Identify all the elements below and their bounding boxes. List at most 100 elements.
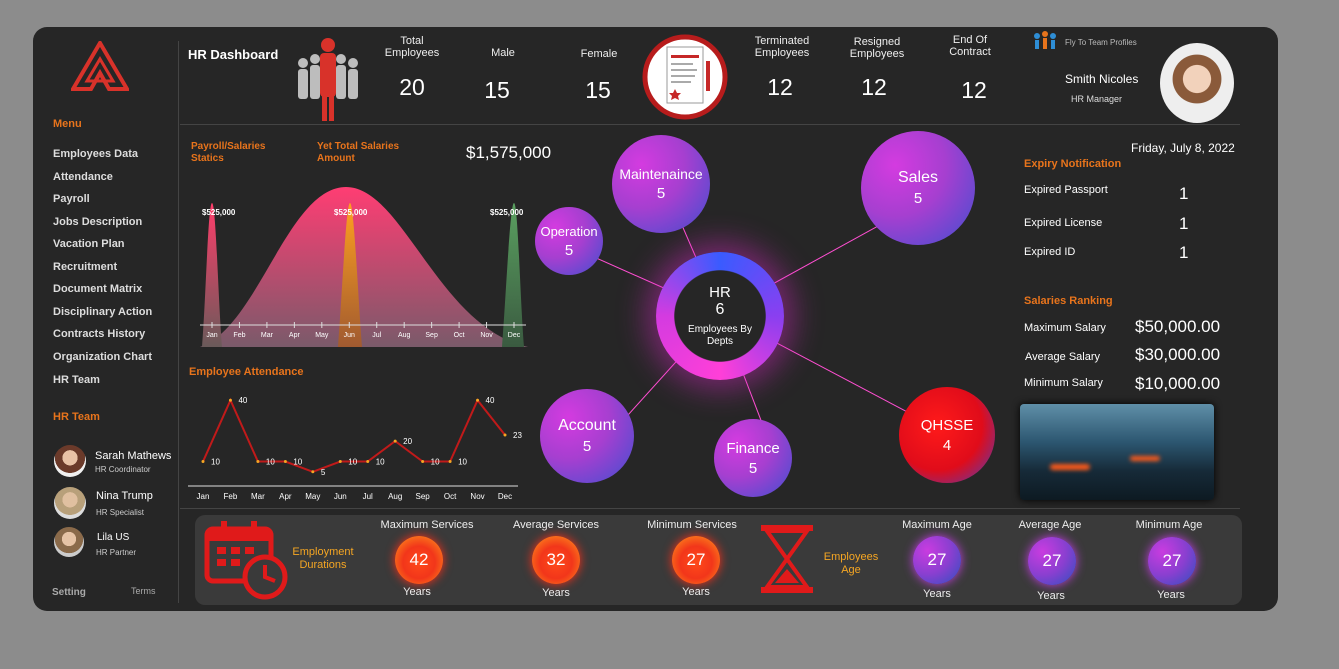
user-name: Smith Nicoles [1065, 72, 1139, 86]
salary-label: Average Salary [1025, 351, 1101, 363]
menu-item-recruitment[interactable]: Recruitment [53, 261, 118, 273]
team-member-name[interactable]: Lila US [97, 532, 130, 543]
payroll-title: Payroll/Salaries Statics [191, 141, 266, 164]
duration-unit: Years [542, 587, 570, 599]
dept-value: 5 [564, 241, 574, 259]
attendance-point [503, 433, 507, 437]
salary-label: Maximum Salary [1024, 322, 1106, 334]
menu-item-contracts-history[interactable]: Contracts History [53, 328, 146, 340]
expiry-value: 1 [1179, 243, 1189, 262]
employees-age-title: Employees Age [823, 551, 879, 576]
age-label: Average Age [1018, 519, 1082, 531]
salaries-title: Salaries Ranking [1024, 295, 1113, 307]
duration-label: Maximum Services [380, 519, 474, 531]
expiry-label: Expired Passport [1024, 184, 1108, 196]
avatar-sarah[interactable] [54, 445, 86, 477]
kpi-label: Terminated Employees [754, 35, 810, 59]
bottom-stats-panel: Employment Durations Maximum Services 42… [195, 515, 1242, 605]
user-role: HR Manager [1071, 94, 1123, 104]
kpi-label: Resigned Employees [849, 36, 905, 60]
attendance-data-label: 20 [403, 437, 412, 446]
attendance-tick-label: Apr [279, 492, 292, 501]
dept-value: 5 [656, 185, 666, 202]
expiry-value: 1 [1179, 184, 1189, 203]
payroll-tick-label: Mar [261, 332, 274, 339]
dept-value: 4 [942, 436, 952, 454]
dept-bubble-account[interactable]: Account 5 [540, 389, 634, 483]
attendance-data-label: 10 [458, 458, 467, 467]
attendance-data-label: 40 [486, 396, 495, 405]
salary-label: Minimum Salary [1024, 377, 1103, 389]
kpi-value: 12 [767, 74, 793, 100]
menu-item-vacation-plan[interactable]: Vacation Plan [53, 238, 125, 250]
attendance-data-label: 10 [293, 458, 302, 467]
dept-value: 5 [582, 438, 592, 455]
dept-bubble-sales[interactable]: Sales 5 [861, 131, 975, 245]
team-profiles-icon[interactable] [1032, 30, 1060, 50]
hr-center-ring[interactable]: HR 6 Employees By Depts [656, 252, 784, 380]
menu-item-organization-chart[interactable]: Organization Chart [53, 351, 153, 363]
dept-bubble-finance[interactable]: Finance 5 [714, 419, 792, 497]
age-value: 27 [1148, 537, 1196, 585]
menu-item-document-matrix[interactable]: Document Matrix [53, 283, 143, 295]
attendance-tick-label: Feb [224, 492, 238, 501]
menu-item-jobs-description[interactable]: Jobs Description [53, 216, 143, 228]
page-title: HR Dashboard [188, 47, 279, 62]
duration-value: 32 [532, 536, 580, 584]
setting-link[interactable]: Setting [52, 587, 86, 598]
user-avatar[interactable] [1160, 43, 1234, 123]
payroll-tick-label: Sep [425, 332, 438, 339]
attendance-tick-label: Jan [197, 492, 210, 501]
payroll-tick-label: Apr [289, 332, 301, 339]
kpi-label: Male [491, 47, 515, 59]
payroll-tick-label: Nov [480, 332, 493, 339]
kpi-value: 15 [484, 77, 510, 103]
dept-bubble-maintenaince[interactable]: Maintenaince 5 [612, 135, 710, 233]
age-unit: Years [1157, 589, 1185, 601]
duration-label: Average Services [512, 519, 599, 531]
attendance-point [476, 398, 480, 402]
team-member-name[interactable]: Sarah Mathews [95, 450, 172, 462]
attendance-point [283, 460, 287, 464]
terms-link[interactable]: Terms [131, 586, 156, 596]
kpi-label: Total Employees [384, 35, 440, 59]
attendance-data-label: 10 [431, 458, 440, 467]
attendance-point [338, 460, 342, 464]
attendance-point [228, 398, 232, 402]
dept-name: HR [709, 284, 731, 301]
dept-name: Account [558, 417, 616, 434]
salary-value: $50,000.00 [1135, 317, 1221, 336]
payroll-chart: Jan Feb Mar Apr May Jun Jul Aug Sep Oct Nov Dec $52… [200, 187, 528, 347]
dept-bubble-qhsse[interactable]: QHSSE 4 [899, 387, 995, 483]
attendance-point [421, 460, 425, 464]
dept-bubble-operation[interactable]: Operation 5 [535, 207, 603, 275]
menu-item-hr-team[interactable]: HR Team [53, 374, 100, 386]
salary-value: $30,000.00 [1135, 345, 1221, 364]
attendance-tick-label: Mar [251, 492, 265, 501]
avatar-nina[interactable] [54, 487, 86, 519]
peak-jan [202, 203, 222, 347]
payroll-tick-label: Jun [344, 332, 355, 339]
menu-item-payroll[interactable]: Payroll [53, 193, 90, 205]
header-divider [180, 124, 1240, 125]
attendance-tick-label: Aug [388, 492, 402, 501]
menu-item-disciplinary-action[interactable]: Disciplinary Action [53, 306, 153, 318]
kpi-label: Female [580, 48, 618, 60]
menu-item-attendance[interactable]: Attendance [53, 171, 113, 183]
total-salaries-value: $1,575,000 [466, 143, 552, 162]
dept-name: Finance [726, 439, 780, 457]
team-member-name[interactable]: Nina Trump [96, 490, 153, 502]
attendance-point [311, 470, 315, 474]
fly-to-team-profiles-link[interactable]: Fly To Team Profiles [1065, 38, 1137, 47]
attendance-data-label: 10 [376, 458, 385, 467]
attendance-tick-label: Sep [416, 492, 431, 501]
lava-image [1020, 404, 1214, 500]
menu-item-employees-data[interactable]: Employees Data [53, 148, 138, 160]
kpi-value: 12 [961, 77, 987, 103]
attendance-data-label: 5 [321, 468, 326, 477]
attendance-point [393, 439, 397, 443]
avatar-lila[interactable] [54, 527, 84, 557]
current-date: Friday, July 8, 2022 [1131, 141, 1235, 155]
attendance-tick-label: Oct [444, 492, 457, 501]
dashboard: Menu Employees Data Attendance Payroll J… [33, 27, 1278, 611]
